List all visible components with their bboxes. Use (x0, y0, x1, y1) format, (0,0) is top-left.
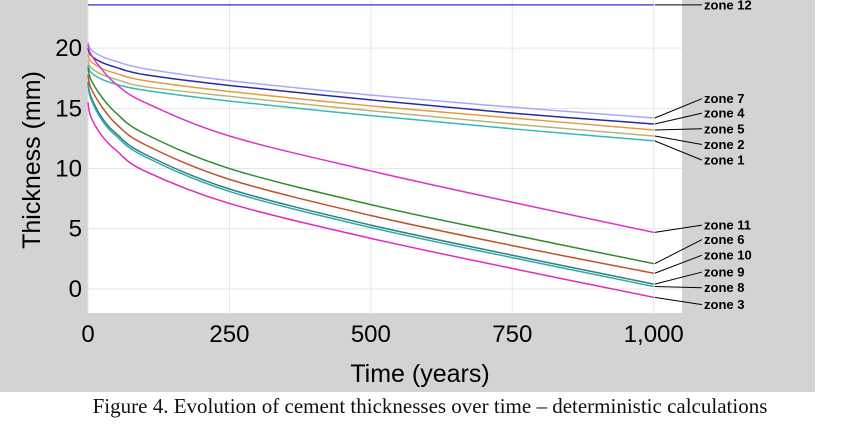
zone-label-zone-4: zone 4 (704, 106, 745, 121)
label-leader (654, 296, 703, 306)
label-leader (654, 112, 703, 125)
label-leaders (654, 4, 703, 306)
label-leader (654, 254, 703, 274)
x-tick-label: 500 (351, 321, 391, 348)
zone-label-zone-5: zone 5 (704, 121, 744, 136)
zone-label-zone-8: zone 8 (704, 280, 744, 295)
series-line-zone-3 (87, 102, 654, 299)
label-leader (654, 224, 703, 233)
zone-label-zone-3: zone 3 (704, 297, 744, 312)
y-tick-label: 20 (55, 35, 82, 62)
zone-label-zone-1: zone 1 (704, 153, 744, 168)
y-tick-label: 10 (55, 156, 82, 183)
x-tick-label: 0 (81, 321, 94, 348)
series-line-zone-5 (87, 53, 654, 131)
series-line-zone-8 (87, 84, 654, 288)
series-line-zone-7 (87, 41, 654, 119)
series-line-zone-4 (87, 47, 654, 125)
series-line-zone-1 (87, 64, 654, 142)
zone-label-zone-10: zone 10 (704, 248, 752, 263)
series-line-zone-2 (87, 59, 654, 137)
plot-area (88, 0, 682, 313)
series-line-zone-9 (87, 81, 654, 285)
series-lines (87, 4, 654, 299)
series-line-zone-11 (87, 44, 654, 234)
y-tick-label: 15 (55, 95, 82, 122)
y-axis-title: Thickness (mm) (18, 71, 46, 249)
label-leader (654, 271, 703, 285)
zone-label-zone-11: zone 11 (704, 218, 751, 233)
y-tick-label: 0 (69, 276, 82, 303)
gridlines (87, 0, 682, 313)
label-leader (654, 98, 703, 119)
label-leader (654, 140, 703, 161)
zone-label-zone-2: zone 2 (704, 137, 744, 152)
x-axis-title: Time (years) (350, 360, 489, 388)
x-tick-label: 750 (492, 321, 532, 348)
y-tick-label: 5 (69, 216, 82, 243)
label-leader (654, 135, 703, 145)
zone-label-zone-7: zone 7 (704, 91, 744, 106)
zone-label-zone-9: zone 9 (704, 265, 744, 280)
series-line-zone-10 (87, 74, 654, 275)
label-leader (654, 286, 703, 289)
tick-labels: 0 250 500 750 1,000 0 5 10 15 20 (55, 35, 683, 348)
figure-caption: Figure 4. Evolution of cement thicknesse… (92, 394, 768, 418)
label-leader (654, 239, 703, 265)
zone-label-zone-6: zone 6 (704, 232, 744, 247)
series-line-zone-6 (87, 67, 654, 265)
x-tick-label: 250 (209, 321, 249, 348)
x-tick-label: 1,000 (624, 321, 684, 348)
label-leader (654, 128, 703, 131)
zone-label-zone-12: zone 12 (704, 0, 752, 12)
